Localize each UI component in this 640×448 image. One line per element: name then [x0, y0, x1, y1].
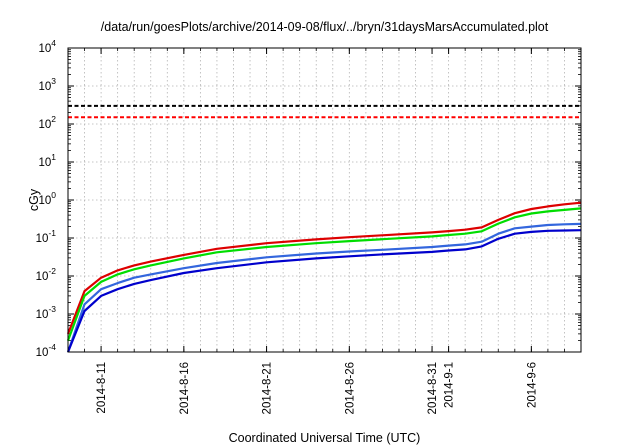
x-axis-label: Coordinated Universal Time (UTC) — [229, 431, 421, 445]
y-tick-exponent: -4 — [48, 342, 56, 352]
y-tick-exponent: -3 — [48, 304, 56, 314]
series-line — [66, 229, 582, 353]
y-tick-exponent: 2 — [51, 114, 56, 124]
x-tick-label: 2014-8-26 — [344, 362, 356, 414]
x-tick-label: 2014-9-6 — [526, 362, 538, 408]
y-tick-base: 10 — [38, 81, 51, 93]
y-tick-label: 10-1 — [36, 228, 57, 245]
y-tick-base: 10 — [36, 309, 49, 321]
y-tick-exponent: 1 — [51, 152, 56, 162]
x-tick-label: 2014-9-1 — [444, 362, 456, 408]
x-tick-label: 2014-8-31 — [427, 362, 439, 414]
y-tick-exponent: 0 — [51, 190, 56, 200]
y-tick-exponent: -1 — [48, 228, 56, 238]
y-tick-base: 10 — [38, 119, 51, 131]
y-tick-exponent: 4 — [51, 38, 56, 48]
y-tick-base: 10 — [36, 233, 49, 245]
y-tick-base: 10 — [36, 347, 49, 359]
y-tick-exponent: -2 — [48, 266, 56, 276]
y-tick-label: 101 — [38, 152, 56, 169]
plot-frame — [67, 47, 582, 353]
y-tick-label: 103 — [38, 76, 56, 93]
x-tick-label: 2014-8-21 — [262, 362, 274, 414]
y-tick-label: 10-4 — [36, 342, 57, 359]
y-tick-label: 102 — [38, 114, 56, 131]
y-axis-label: cGy — [27, 188, 41, 211]
series-line — [66, 207, 582, 341]
y-tick-label: 104 — [38, 38, 56, 55]
y-tick-label: 100 — [38, 190, 56, 207]
y-tick-base: 10 — [38, 43, 51, 55]
x-tick-label: 2014-8-16 — [179, 362, 191, 414]
y-tick-label: 10-2 — [36, 266, 57, 283]
y-tick-base: 10 — [38, 157, 51, 169]
x-tick-label: 2014-8-11 — [96, 362, 108, 414]
y-tick-exponent: 3 — [51, 76, 56, 86]
series-line — [66, 222, 582, 353]
y-tick-label: 10-3 — [36, 304, 57, 321]
series-line — [66, 201, 582, 335]
chart-title: /data/run/goesPlots/archive/2014-09-08/f… — [101, 20, 549, 34]
y-tick-base: 10 — [38, 195, 51, 207]
y-tick-base: 10 — [36, 271, 49, 283]
